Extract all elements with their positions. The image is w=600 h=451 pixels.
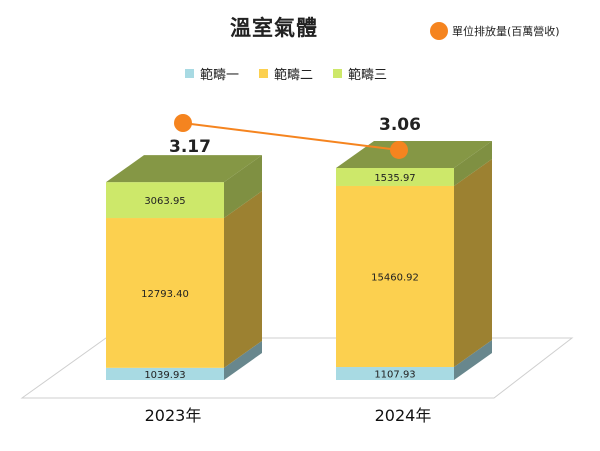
- bar-side-3-1: [224, 155, 262, 219]
- intensity-point-2: [390, 140, 408, 159]
- bar-3-1: [106, 182, 224, 219]
- bar-1-2: [336, 367, 454, 380]
- legend-item-scope-1: 範疇一: [185, 64, 239, 83]
- category-label-2: 2024年: [375, 406, 432, 425]
- intensity-label-1: 3.17: [169, 137, 211, 157]
- legend-item-scope-3: 範疇三: [333, 64, 387, 83]
- legend-swatch-scope-3: [333, 69, 343, 78]
- data-label-1-2: 1107.93: [374, 370, 415, 381]
- legend-item-scope-2: 範疇二: [259, 64, 313, 83]
- line-legend: 單位排放量(百萬營收): [430, 22, 560, 40]
- bar-2-1: [106, 218, 224, 368]
- data-label-2-1: 12793.40: [141, 289, 189, 300]
- series-legend: 範疇一 範疇二 範疇三: [185, 64, 387, 83]
- bar-side-3-2: [454, 141, 492, 186]
- bar-side-2-1: [224, 191, 262, 368]
- data-label-3-2: 1535.97: [374, 173, 415, 184]
- bar-side-1-1: [224, 340, 262, 380]
- bar-3-2: [336, 168, 454, 186]
- data-label-2-2: 15460.92: [371, 273, 419, 284]
- chart-title: 溫室氣體: [230, 16, 318, 40]
- legend-label-scope-3: 範疇三: [348, 68, 388, 83]
- intensity-line: [182, 122, 400, 151]
- intensity-point-1: [174, 114, 192, 132]
- category-label-1: 2023年: [145, 406, 202, 425]
- bar-1-1: [106, 367, 224, 380]
- legend-label-scope-1: 範疇一: [200, 68, 240, 83]
- bar-side-1-2: [454, 340, 492, 380]
- bar-top-1: [106, 155, 262, 183]
- data-label-3-1: 3063.95: [144, 196, 185, 207]
- legend-swatch-scope-1: [185, 69, 194, 78]
- legend-label-scope-2: 範疇二: [274, 68, 314, 83]
- legend-swatch-scope-2: [259, 69, 269, 78]
- data-label-1-1: 1039.93: [144, 370, 185, 381]
- intensity-label-2: 3.06: [379, 115, 421, 135]
- line-legend-marker: [430, 22, 448, 40]
- bar-side-2-2: [454, 158, 492, 368]
- line-legend-label: 單位排放量(百萬營收): [452, 25, 560, 38]
- bar-2-2: [336, 185, 454, 368]
